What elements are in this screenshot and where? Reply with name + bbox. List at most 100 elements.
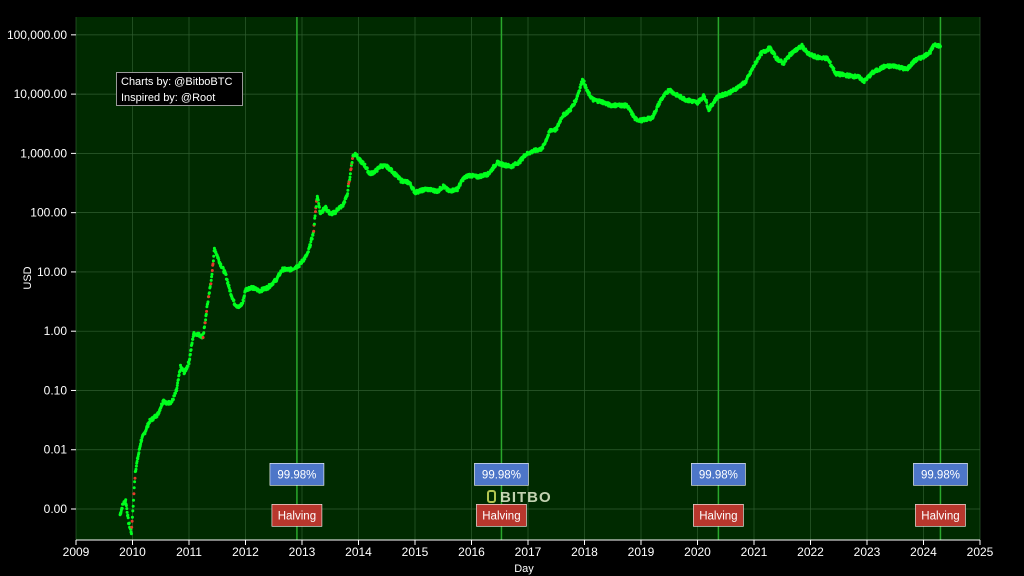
price-point bbox=[133, 480, 137, 484]
price-point bbox=[578, 86, 582, 90]
x-tick-label: 2011 bbox=[176, 545, 202, 559]
percent-label-box bbox=[269, 463, 325, 486]
bitbo-logo-icon bbox=[487, 490, 496, 503]
price-point bbox=[221, 266, 225, 270]
x-tick-label: 2013 bbox=[289, 545, 316, 559]
price-point bbox=[317, 205, 321, 209]
price-point bbox=[348, 178, 352, 182]
x-tick-label: 2010 bbox=[119, 545, 146, 559]
y-axis-title: USD bbox=[22, 266, 34, 289]
price-point bbox=[130, 525, 134, 529]
halving-labels: 99.98% Halving 99.98% Halving 99.98% Halving 9… bbox=[269, 463, 968, 527]
price-point bbox=[343, 200, 347, 204]
x-tick-label: 2016 bbox=[458, 545, 485, 559]
price-point bbox=[175, 389, 179, 393]
price-point bbox=[773, 52, 777, 56]
price-point bbox=[312, 222, 316, 226]
price-point bbox=[211, 259, 215, 263]
price-point bbox=[129, 532, 133, 536]
price-point bbox=[511, 165, 515, 169]
price-point bbox=[625, 102, 628, 106]
price-point bbox=[217, 258, 221, 262]
price-point bbox=[351, 157, 354, 160]
price-point bbox=[658, 100, 662, 104]
y-axis: 0.00 0.01 0.10 1.00 10.00 100.00 1,000.00 10,00… bbox=[7, 28, 76, 516]
price-point bbox=[832, 67, 836, 70]
price-point bbox=[555, 127, 559, 131]
y-tick-label: 10.00 bbox=[37, 265, 67, 279]
price-point bbox=[188, 352, 192, 356]
x-tick-label: 2023 bbox=[854, 545, 881, 559]
price-point bbox=[311, 233, 315, 237]
halving-label-box bbox=[693, 504, 744, 527]
x-axis-title: Day bbox=[514, 563, 534, 575]
price-point bbox=[188, 357, 192, 361]
price-point bbox=[938, 44, 942, 48]
price-point bbox=[584, 83, 588, 87]
price-point bbox=[348, 172, 352, 176]
price-point bbox=[127, 521, 131, 525]
price-point bbox=[657, 102, 661, 106]
price-point bbox=[457, 186, 461, 190]
x-tick-label: 2021 bbox=[741, 545, 768, 559]
credits-box: Charts by: @BitboBTC Inspired by: @Root bbox=[116, 72, 243, 106]
price-point bbox=[314, 210, 317, 214]
price-point bbox=[758, 55, 762, 59]
price-point bbox=[201, 336, 205, 339]
price-point bbox=[776, 56, 780, 60]
price-point bbox=[584, 86, 588, 90]
price-point bbox=[176, 378, 180, 382]
price-point bbox=[219, 262, 223, 266]
x-tick-label: 2019 bbox=[628, 545, 655, 559]
x-tick-label: 2009 bbox=[63, 545, 90, 559]
price-point bbox=[207, 291, 211, 295]
price-point bbox=[317, 202, 321, 205]
price-point bbox=[350, 161, 354, 164]
price-point bbox=[312, 229, 316, 233]
price-point bbox=[313, 214, 317, 218]
price-point bbox=[176, 381, 180, 385]
price-series bbox=[118, 42, 942, 536]
percent-label-text: 99.98% bbox=[699, 469, 738, 481]
price-point bbox=[303, 257, 307, 261]
price-point bbox=[578, 89, 582, 93]
price-point bbox=[455, 189, 459, 193]
credits-line-1: Charts by: @BitboBTC bbox=[121, 76, 233, 88]
price-point bbox=[582, 79, 586, 83]
price-point bbox=[327, 209, 331, 213]
y-tick-label: 0.01 bbox=[44, 443, 68, 457]
price-point bbox=[139, 442, 143, 446]
x-tick-label: 2025 bbox=[967, 545, 994, 559]
y-tick-label: 0.10 bbox=[44, 383, 68, 397]
price-point bbox=[134, 464, 138, 468]
halving-lines bbox=[296, 17, 942, 540]
price-point bbox=[862, 81, 866, 85]
price-point bbox=[348, 175, 352, 179]
price-point bbox=[187, 362, 191, 366]
price-point bbox=[132, 486, 136, 490]
price-point bbox=[133, 476, 137, 480]
price-point bbox=[541, 146, 545, 150]
percent-label: 99.98% bbox=[913, 463, 968, 486]
price-point bbox=[125, 510, 129, 514]
price-point bbox=[309, 243, 312, 247]
price-point bbox=[760, 53, 763, 57]
price-point bbox=[171, 398, 175, 401]
price-point bbox=[310, 237, 314, 241]
y-tick-label: 1,000.00 bbox=[20, 146, 67, 160]
halving-label-box bbox=[271, 504, 323, 527]
price-point bbox=[227, 283, 231, 287]
price-point bbox=[363, 162, 367, 166]
y-tick-label: 1.00 bbox=[44, 324, 68, 338]
price-point bbox=[209, 282, 213, 286]
percent-label: 99.98% bbox=[269, 463, 325, 486]
price-point bbox=[177, 373, 181, 377]
price-point bbox=[228, 289, 232, 293]
halving-label-text: Halving bbox=[699, 510, 737, 522]
price-point bbox=[309, 240, 313, 244]
halving-label: Halving bbox=[271, 504, 323, 527]
price-point bbox=[316, 198, 320, 202]
price-point bbox=[313, 216, 317, 220]
price-point bbox=[174, 391, 177, 395]
